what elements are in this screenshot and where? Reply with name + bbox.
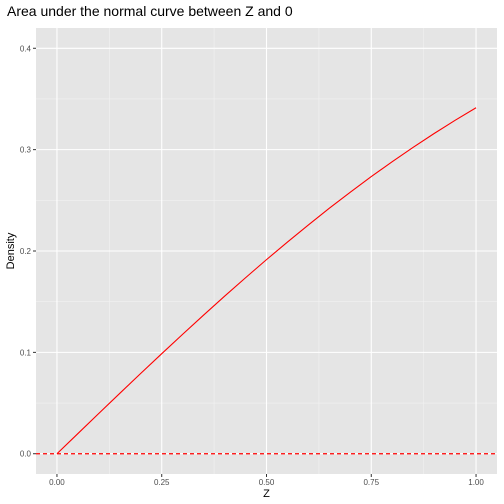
x-tick-label: 0.50 (259, 478, 275, 487)
y-tick-label: 0.3 (20, 146, 32, 155)
x-tick-label: 0.25 (154, 478, 170, 487)
x-tick-label: 0.00 (49, 478, 65, 487)
x-axis: 0.00 0.25 0.50 0.75 1.00 (49, 474, 484, 487)
y-tick-label: 0.0 (20, 450, 32, 459)
grid-major (36, 28, 497, 474)
series-marks (36, 107, 497, 455)
series-line-0 (56, 107, 477, 455)
x-tick-label: 0.75 (363, 478, 379, 487)
y-axis: 0.0 0.1 0.2 0.3 0.4 (20, 44, 36, 459)
y-tick-label: 0.4 (20, 44, 32, 53)
y-tick-label: 0.1 (20, 348, 32, 357)
y-axis-title: Density (5, 232, 17, 269)
y-tick-label: 0.2 (20, 247, 32, 256)
chart-title: Area under the normal curve between Z an… (7, 3, 293, 19)
x-tick-label: 1.00 (468, 478, 484, 487)
x-axis-title: Z (263, 488, 270, 500)
